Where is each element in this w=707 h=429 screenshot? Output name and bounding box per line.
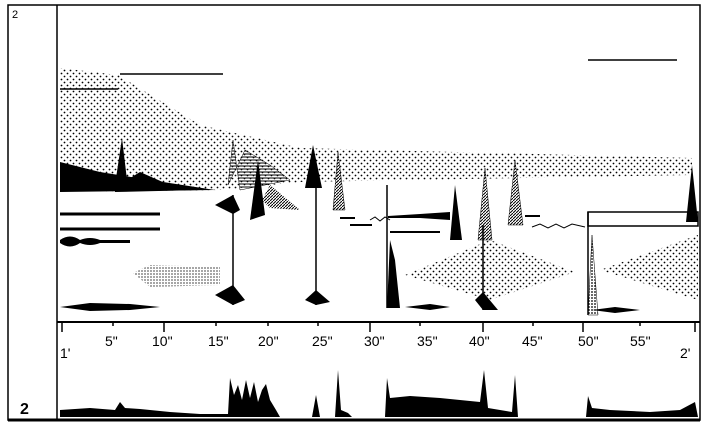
system-number: 2 xyxy=(20,401,29,418)
timeline-label: 20" xyxy=(258,333,279,349)
timeline-label: 40" xyxy=(469,333,490,349)
timeline-label: 1' xyxy=(60,345,70,361)
timeline-label: 2' xyxy=(680,345,690,361)
timeline-label: 55" xyxy=(630,333,651,349)
timeline-label: 10" xyxy=(152,333,173,349)
amplitude-envelope xyxy=(60,370,698,417)
score-graphics xyxy=(60,59,699,316)
timeline-label: 45" xyxy=(522,333,543,349)
timeline-label: 5" xyxy=(105,333,118,349)
timeline-label: 50" xyxy=(578,333,599,349)
timeline-ticks xyxy=(61,322,696,332)
timeline-label: 25" xyxy=(312,333,333,349)
timeline-label: 15" xyxy=(208,333,229,349)
timeline-label: 35" xyxy=(417,333,438,349)
timeline-label: 30" xyxy=(364,333,385,349)
page-number: 2 xyxy=(12,9,18,21)
